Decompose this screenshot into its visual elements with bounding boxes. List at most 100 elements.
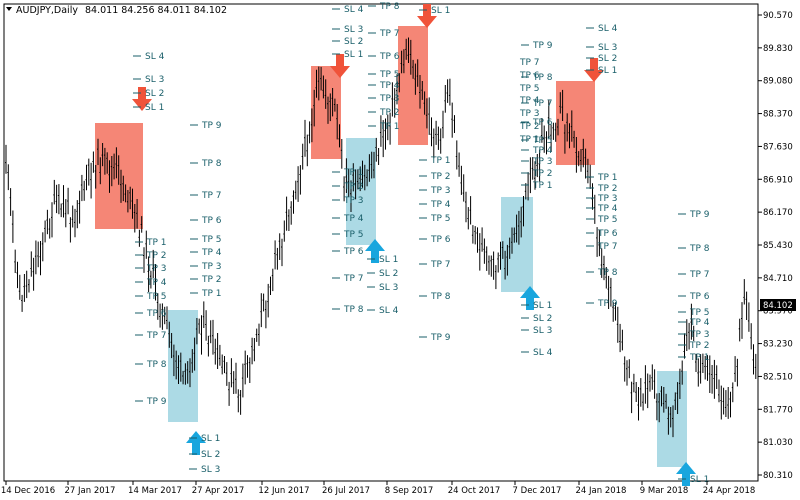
chart-header: AUDJPY,Daily 84.011 84.256 84.011 84.102	[6, 5, 227, 16]
buy-zone	[501, 197, 533, 292]
price-tick-label: 84.710	[763, 274, 793, 284]
sl-level-label: SL 3	[379, 283, 398, 293]
tp-level-label: TP 1	[146, 238, 167, 248]
sl-level-label: SL 3	[598, 43, 617, 53]
tp-level-label: TP 8	[689, 244, 710, 254]
sl-level-label: SL 4	[379, 306, 399, 316]
tp-level-label: TP 8	[379, 2, 400, 12]
tp-level-label: TP 3	[201, 262, 222, 272]
tp-level-label: TP 2	[689, 341, 710, 351]
current-price-value: 84.102	[763, 301, 793, 311]
tp-level-label: TP 6	[597, 229, 618, 239]
tp-level-label: TP 7	[532, 99, 553, 109]
sl-level-label: SL 3	[344, 25, 363, 35]
tp-level-label: TP 5	[689, 308, 710, 318]
tp-level-label: TP 4	[201, 248, 222, 258]
sl-level-label: SL 1	[431, 6, 450, 16]
sl-level-label: SL 1	[598, 66, 617, 76]
tp-level-label: TP 3	[519, 109, 540, 119]
tp-level-label: TP 4	[379, 81, 400, 91]
tp-level-label: TP 5	[597, 215, 618, 225]
tp-level-label: TP 2	[532, 169, 553, 179]
tp-level-label: TP 4	[430, 200, 451, 210]
sl-level-label: SL 1	[533, 301, 552, 311]
tp-level-label: TP 2	[430, 172, 451, 182]
sl-level-label: SL 2	[533, 314, 552, 324]
tp-level-label: TP 3	[689, 330, 710, 340]
tp-level-label: TP 1	[379, 122, 400, 132]
arrow-down-icon	[417, 4, 437, 28]
tp-level-label: TP 6	[379, 52, 400, 62]
tp-level-label: TP 8	[532, 73, 553, 83]
tp-level-label: TP 2	[343, 182, 364, 192]
arrow-up-icon	[520, 286, 540, 310]
tp-level-label: TP 8	[343, 305, 364, 315]
arrow-up-icon	[186, 431, 206, 455]
tp-level-label: TP 8	[146, 360, 167, 370]
tp-level-label: TP 9	[146, 397, 167, 407]
tp-level-label: TP 8	[597, 268, 618, 278]
time-axis: 14 Dec 2016 27 Jan 2017 14 Mar 2017 27 Apr …	[1, 481, 755, 496]
arrow-down-icon	[330, 54, 350, 78]
tp-level-label: TP 1	[597, 173, 618, 183]
tp-level-label: TP 3	[343, 196, 364, 206]
tp-level-label: TP 6	[146, 309, 167, 319]
tp-level-label: TP 1	[532, 181, 553, 191]
sl-level-label: SL 2	[379, 269, 398, 279]
tp-level-label: TP 6	[343, 247, 364, 257]
tp-level-label: TP 5	[343, 230, 364, 240]
price-tick-label: 81.030	[763, 438, 793, 448]
tp-level-label: TP 1	[201, 289, 222, 299]
buy-zone	[168, 310, 198, 422]
tp-level-label: TP 3	[597, 194, 618, 204]
tp-level-label: TP 9	[430, 333, 451, 343]
tp-level-label: TP 6	[532, 118, 553, 128]
sl-level-label: SL 4	[533, 348, 553, 358]
sl-level-label: SL 3	[201, 465, 220, 475]
time-tick-label: 24 Jan 2018	[576, 486, 627, 496]
tp-level-label: TP 5	[532, 136, 553, 146]
plot-area[interactable]	[3, 3, 759, 482]
price-tick-label: 82.510	[763, 372, 793, 382]
time-tick-label: 24 Apr 2018	[703, 486, 756, 496]
sl-level-label: SL 1	[145, 103, 164, 113]
tp-level-label: TP 4	[146, 278, 167, 288]
sl-level-label: SL 1	[379, 255, 398, 265]
sl-level-label: SL 2	[344, 37, 363, 47]
tp-level-label: TP 8	[430, 292, 451, 302]
tp-level-label: TP 4	[343, 214, 364, 224]
tp-level-label: TP 7	[597, 242, 618, 252]
tp-level-label: TP 3	[532, 157, 553, 167]
price-tick-label: 87.630	[763, 142, 793, 152]
sl-level-label: SL 1	[201, 434, 220, 444]
tp-level-label: TP 6	[430, 235, 451, 245]
time-tick-label: 9 Mar 2018	[640, 486, 688, 496]
tp-level-label: TP 7	[146, 331, 167, 341]
tp-level-label: TP 9	[532, 41, 553, 51]
price-tick-label: 86.910	[763, 175, 793, 185]
tp-level-label: TP 9	[597, 299, 618, 309]
tp-sl-labels: SL 4SL 3SL 2SL 1TP 1TP 2TP 3TP 4TP 5TP 6…	[133, 2, 710, 485]
triangle-down-icon[interactable]	[6, 7, 12, 11]
tp-level-label: TP 1	[343, 168, 364, 178]
tp-level-label: TP 4	[532, 146, 553, 156]
tp-level-label: TP 9	[689, 210, 710, 220]
sl-level-label: SL 4	[145, 52, 165, 62]
sell-zone	[398, 26, 428, 145]
time-tick-label: 26 Jul 2017	[322, 486, 370, 496]
price-axis: 90.570 89.830 89.080 88.370 87.630 86.910 86.1…	[758, 11, 793, 481]
tp-level-label: TP 2	[201, 275, 222, 285]
tp-level-label: TP 1	[519, 135, 540, 145]
tp-level-label: TP 2	[519, 122, 540, 132]
price-tick-label: 83.230	[763, 340, 793, 350]
sl-level-label: SL 3	[533, 326, 552, 336]
tp-level-label: TP 1	[689, 353, 710, 363]
tp-level-label: TP 3	[430, 186, 451, 196]
price-tick-label: 85.430	[763, 241, 793, 251]
arrow-up-icon	[676, 462, 696, 486]
sl-level-label: SL 2	[145, 89, 164, 99]
sl-level-label: SL 4	[598, 24, 618, 34]
symbol-label: AUDJPY,Daily	[16, 5, 78, 16]
